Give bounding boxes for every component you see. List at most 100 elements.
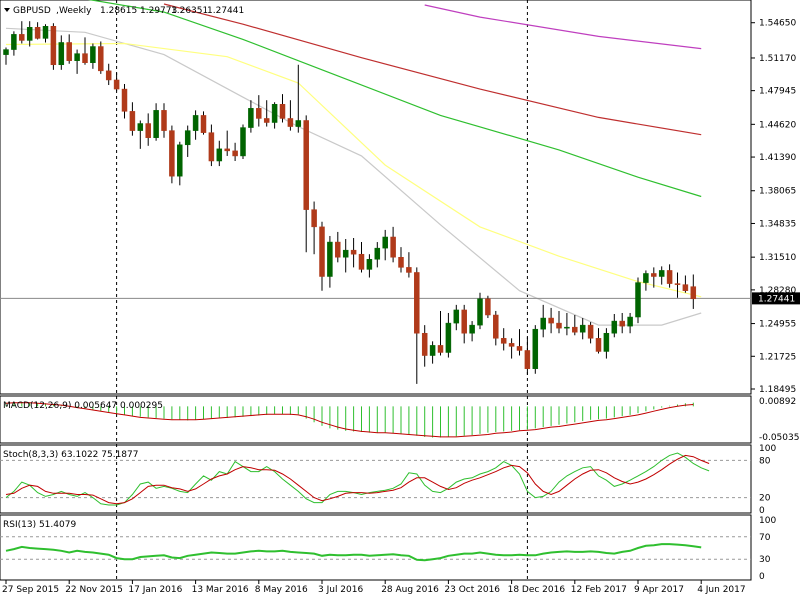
candle: [469, 321, 475, 342]
macd-indicator: 0.00892 -0.050353: [5, 397, 800, 443]
candle-body-down: [421, 332, 428, 356]
candle-body-down: [224, 148, 230, 152]
candle: [651, 267, 657, 288]
rsi-indicator: 100 70 30 0: [0, 516, 776, 582]
header-low: 1.26351: [171, 6, 208, 16]
candle-body-down: [66, 42, 72, 61]
candle: [66, 34, 72, 64]
candle: [50, 23, 57, 70]
vertical-markers: [116, 0, 528, 580]
candle-body-down: [311, 209, 317, 228]
candle-body-up: [216, 148, 223, 162]
candle-body-down: [263, 118, 270, 123]
candle-body-up: [532, 328, 539, 369]
candle: [295, 64, 302, 133]
candle-body-down: [105, 70, 112, 81]
candle-body-up: [382, 236, 388, 249]
candle: [327, 235, 333, 288]
date-tick-label: 4 Jun 2017: [697, 585, 745, 595]
candle: [184, 125, 191, 157]
candle-body-up: [74, 53, 80, 61]
candle: [145, 113, 151, 146]
header-high: 1.29773: [140, 6, 177, 16]
candle-body-up: [327, 241, 333, 277]
header-symbol: GBPUSD: [13, 6, 51, 16]
candle-body-up: [429, 345, 436, 356]
candle-body-down: [619, 320, 625, 327]
candle: [248, 100, 254, 133]
header-timeframe: Weekly: [59, 6, 92, 16]
candle: [461, 304, 467, 344]
candle: [587, 322, 594, 344]
candle-body-down: [516, 346, 523, 351]
candle: [42, 24, 49, 43]
candle: [319, 221, 325, 291]
rsi-panel: [0, 514, 752, 581]
stoch-tick-label: 20: [759, 494, 771, 504]
price-tick-label: 1.28280: [759, 286, 796, 296]
date-tick-label: 9 Apr 2017: [634, 585, 684, 595]
candle-body-down: [690, 286, 697, 300]
stoch-d-line: [5, 454, 710, 505]
main-panel: [0, 0, 752, 395]
candle-body-down: [34, 27, 41, 39]
candle-body-down: [335, 241, 341, 258]
candle: [105, 63, 112, 86]
candle-body-up: [627, 316, 633, 327]
candle-body-down: [358, 253, 365, 270]
rsi-tick-label: 0: [759, 572, 765, 582]
candle-body-down: [169, 130, 175, 177]
price-tick-label: 1.24955: [759, 320, 796, 330]
candle-body-down: [232, 150, 238, 157]
macd-signal-line: [5, 402, 694, 438]
candle: [453, 304, 460, 331]
candle-body-down: [572, 326, 578, 333]
candle: [485, 295, 491, 319]
candle-body-down: [485, 298, 491, 316]
candle: [674, 272, 681, 298]
candle: [169, 125, 175, 184]
stochastic-indicator: 100 80 20 0: [0, 444, 776, 516]
candle-body-up: [184, 130, 191, 146]
candle-body-up: [477, 298, 483, 326]
candle-body-down: [666, 270, 673, 284]
candle-body-down: [256, 108, 262, 119]
candle-body-down: [461, 309, 467, 334]
candle-body-up: [374, 247, 381, 260]
price-tick-label: 1.38065: [759, 187, 796, 197]
candle-body-up: [90, 46, 96, 63]
candle-body-up: [469, 324, 475, 334]
candle-body-up: [192, 115, 199, 131]
header-close: 1.27441: [207, 6, 244, 16]
candle-body-down: [121, 88, 128, 112]
stoch-label: Stoch(8,3,3) 63.1022 75.1877: [3, 450, 138, 460]
date-axis: 27 Sep 2015 22 Nov 2015 17 Jan 2016 13 Mar …: [2, 580, 746, 595]
dropdown-triangle-icon[interactable]: [4, 8, 10, 12]
price-tick-label: 1.31510: [759, 253, 796, 263]
candle: [564, 312, 570, 336]
price-tick-label: 1.34835: [759, 219, 796, 229]
candle: [477, 292, 483, 330]
candle: [200, 111, 207, 135]
candle: [113, 72, 120, 92]
candle-body-down: [350, 249, 357, 255]
moving-average-line: [5, 42, 702, 298]
candle-body-down: [113, 79, 120, 90]
candle: [177, 141, 183, 186]
candle: [350, 238, 357, 268]
candle: [603, 328, 610, 359]
candle-body-down: [595, 338, 602, 352]
rsi-tick-label: 30: [759, 555, 771, 565]
candle-body-up: [58, 42, 65, 66]
candle: [11, 31, 17, 56]
candle-body-down: [208, 132, 215, 162]
candle: [303, 115, 309, 253]
candle: [161, 103, 167, 138]
candle: [414, 267, 420, 384]
candle-body-up: [3, 49, 9, 55]
candle-body-down: [390, 236, 396, 258]
date-tick-label: 12 Feb 2017: [571, 585, 627, 595]
candle: [390, 226, 396, 263]
rsi-line: [5, 543, 702, 562]
candle: [216, 140, 223, 167]
